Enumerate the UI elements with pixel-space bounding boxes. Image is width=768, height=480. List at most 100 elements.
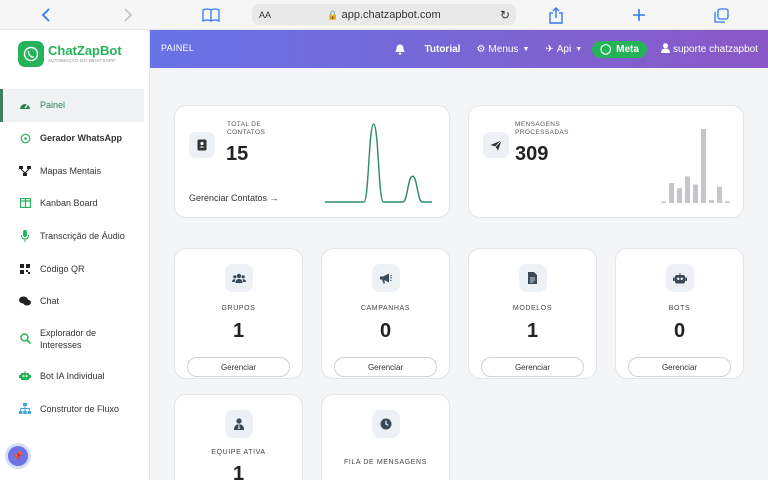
- sidebar-item-construtor-fluxo[interactable]: Construtor de Fluxo: [0, 393, 150, 426]
- user-tie-icon: [224, 410, 253, 438]
- sidebar-item-label: Explorador de Interesses: [40, 327, 97, 350]
- manage-contacts-link[interactable]: Gerenciar Contatos →: [189, 193, 279, 203]
- manage-templates-button[interactable]: Gerenciar: [481, 357, 584, 377]
- messages-stat-card: MENSAGENS PROCESSADAS 309: [468, 105, 744, 218]
- search-icon: [18, 332, 32, 346]
- sidebar-item-label: Código QR: [40, 263, 85, 274]
- sidebar-item-gerador-whatsapp[interactable]: Gerador WhatsApp: [0, 122, 150, 155]
- menus-dropdown[interactable]: ⚙ Menus ▼: [476, 44, 529, 55]
- sidebar-item-chat[interactable]: Chat: [0, 285, 150, 318]
- sidebar-nav: Painel Gerador WhatsApp Mapas Mentais Ka…: [0, 89, 150, 425]
- sidebar-item-label: Chat: [40, 296, 60, 307]
- sitemap-icon: [18, 164, 32, 178]
- bar: [693, 184, 698, 203]
- bookmarks-icon[interactable]: [200, 4, 222, 26]
- url-text: 🔒 app.chatzapbot.com: [252, 9, 516, 21]
- sidebar-item-label: Kanban Board: [40, 198, 98, 209]
- page-title: PAINEL: [161, 43, 195, 53]
- cogs-icon: ⚙: [476, 43, 486, 55]
- qrcode-icon: [18, 262, 32, 276]
- forward-icon[interactable]: [117, 4, 139, 26]
- lock-icon: 🔒: [327, 9, 339, 20]
- whatsapp-icon: ◯: [600, 43, 612, 55]
- bar: [725, 201, 730, 203]
- sidebar-item-codigo-qr[interactable]: Código QR: [0, 252, 150, 285]
- main-content: TOTAL DE CONTATOS 15 Gerenciar Contatos …: [150, 68, 768, 480]
- sidebar-item-label: Mapas Mentais: [40, 165, 102, 176]
- logo[interactable]: ChatZapBot AUTOMAÇÃO DO WHATSAPP: [18, 41, 122, 67]
- sidebar-item-bot-ia-individual[interactable]: Bot IA Individual: [0, 360, 150, 393]
- meta-label: Meta: [616, 43, 639, 55]
- file-icon: [518, 264, 547, 292]
- manage-bots-button[interactable]: Gerenciar: [628, 357, 731, 377]
- bell-icon: [395, 44, 405, 55]
- paper-plane-icon: [483, 132, 509, 158]
- sidebar-item-explorador-interesses[interactable]: Explorador de Interesses: [0, 318, 150, 360]
- user-menu[interactable]: suporte chatzapbot: [660, 42, 758, 56]
- sidebar: ChatZapBot AUTOMAÇÃO DO WHATSAPP Painel …: [0, 30, 150, 480]
- sidebar-item-label: Gerador WhatsApp: [40, 133, 123, 144]
- sidebar-item-mapas-mentais[interactable]: Mapas Mentais: [0, 154, 150, 187]
- sidebar-item-painel[interactable]: Painel: [0, 89, 144, 122]
- card-label: MODELOS: [512, 305, 553, 312]
- card-label: CAMPANHAS: [360, 305, 411, 312]
- bar: [709, 200, 714, 203]
- card-value: 1: [526, 320, 539, 342]
- browser-toolbar: AA 🔒 app.chatzapbot.com ↻: [0, 0, 768, 30]
- messages-bar-chart: [661, 129, 730, 203]
- sidebar-item-label: Transcrição de Áudio: [40, 231, 125, 242]
- api-dropdown[interactable]: ✈ Api ▼: [545, 44, 582, 55]
- pin-sidebar-button[interactable]: 📌: [8, 446, 28, 466]
- tutorial-link[interactable]: Tutorial: [424, 43, 461, 55]
- logo-tagline: AUTOMAÇÃO DO WHATSAPP: [48, 58, 116, 63]
- clock-icon: [371, 410, 400, 438]
- card-label: GRUPOS: [221, 305, 256, 312]
- whatsapp-icon: [18, 131, 32, 145]
- share-icon[interactable]: [545, 4, 567, 26]
- stat-value: 309: [515, 143, 549, 165]
- header-actions: Tutorial ⚙ Menus ▼ ✈ Api ▼ ◯ Meta suport…: [379, 30, 758, 68]
- templates-card: MODELOS 1 Gerenciar: [468, 248, 597, 379]
- card-label: EQUIPE ATIVA: [211, 449, 266, 456]
- bar: [669, 183, 674, 203]
- robot-icon: [18, 369, 32, 383]
- notifications-button[interactable]: [395, 44, 405, 55]
- meta-button[interactable]: ◯ Meta: [592, 40, 647, 58]
- caret-down-icon: ▼: [575, 45, 583, 53]
- top-header: PAINEL Tutorial ⚙ Menus ▼ ✈ Api ▼ ◯ Meta…: [150, 30, 768, 68]
- manage-campaigns-button[interactable]: Gerenciar: [334, 357, 437, 377]
- stat-value: 15: [226, 143, 249, 165]
- flow-icon: [18, 402, 32, 416]
- back-icon[interactable]: [35, 4, 57, 26]
- reload-icon[interactable]: ↻: [499, 7, 510, 22]
- new-tab-icon[interactable]: [628, 4, 650, 26]
- thumbtack-icon: 📌: [12, 450, 24, 461]
- sidebar-item-label: Bot IA Individual: [40, 371, 105, 382]
- sidebar-item-transcricao-audio[interactable]: Transcrição de Áudio: [0, 220, 150, 253]
- robot-icon: [665, 264, 694, 292]
- menus-label: Menus: [488, 43, 519, 55]
- manage-groups-button[interactable]: Gerenciar: [187, 357, 290, 377]
- active-team-card: EQUIPE ATIVA 1: [174, 394, 303, 480]
- text-size-button[interactable]: AA: [259, 9, 272, 20]
- bar: [701, 129, 706, 203]
- comments-icon: [18, 294, 32, 308]
- user-name: suporte chatzapbot: [672, 43, 758, 55]
- bar: [661, 201, 666, 203]
- card-value: 1: [232, 320, 245, 342]
- address-bar[interactable]: AA 🔒 app.chatzapbot.com ↻: [252, 4, 516, 25]
- campaigns-card: CAMPANHAS 0 Gerenciar: [321, 248, 450, 379]
- whatsapp-logo-icon: [18, 41, 44, 67]
- bar: [677, 188, 682, 203]
- message-queue-card: FILA DE MENSAGENS: [321, 394, 450, 480]
- tabs-icon[interactable]: [710, 4, 732, 26]
- card-label: BOTS: [668, 305, 691, 312]
- dashboard-icon: [18, 98, 32, 112]
- contacts-stat-card: TOTAL DE CONTATOS 15 Gerenciar Contatos …: [174, 105, 450, 218]
- sidebar-item-kanban-board[interactable]: Kanban Board: [0, 187, 150, 220]
- stat-label: TOTAL DE CONTATOS: [227, 121, 266, 136]
- logo-name: ChatZapBot: [48, 43, 122, 58]
- card-value: 1: [232, 463, 245, 480]
- sparkline-series-line: [324, 123, 432, 203]
- card-value: 0: [379, 320, 392, 342]
